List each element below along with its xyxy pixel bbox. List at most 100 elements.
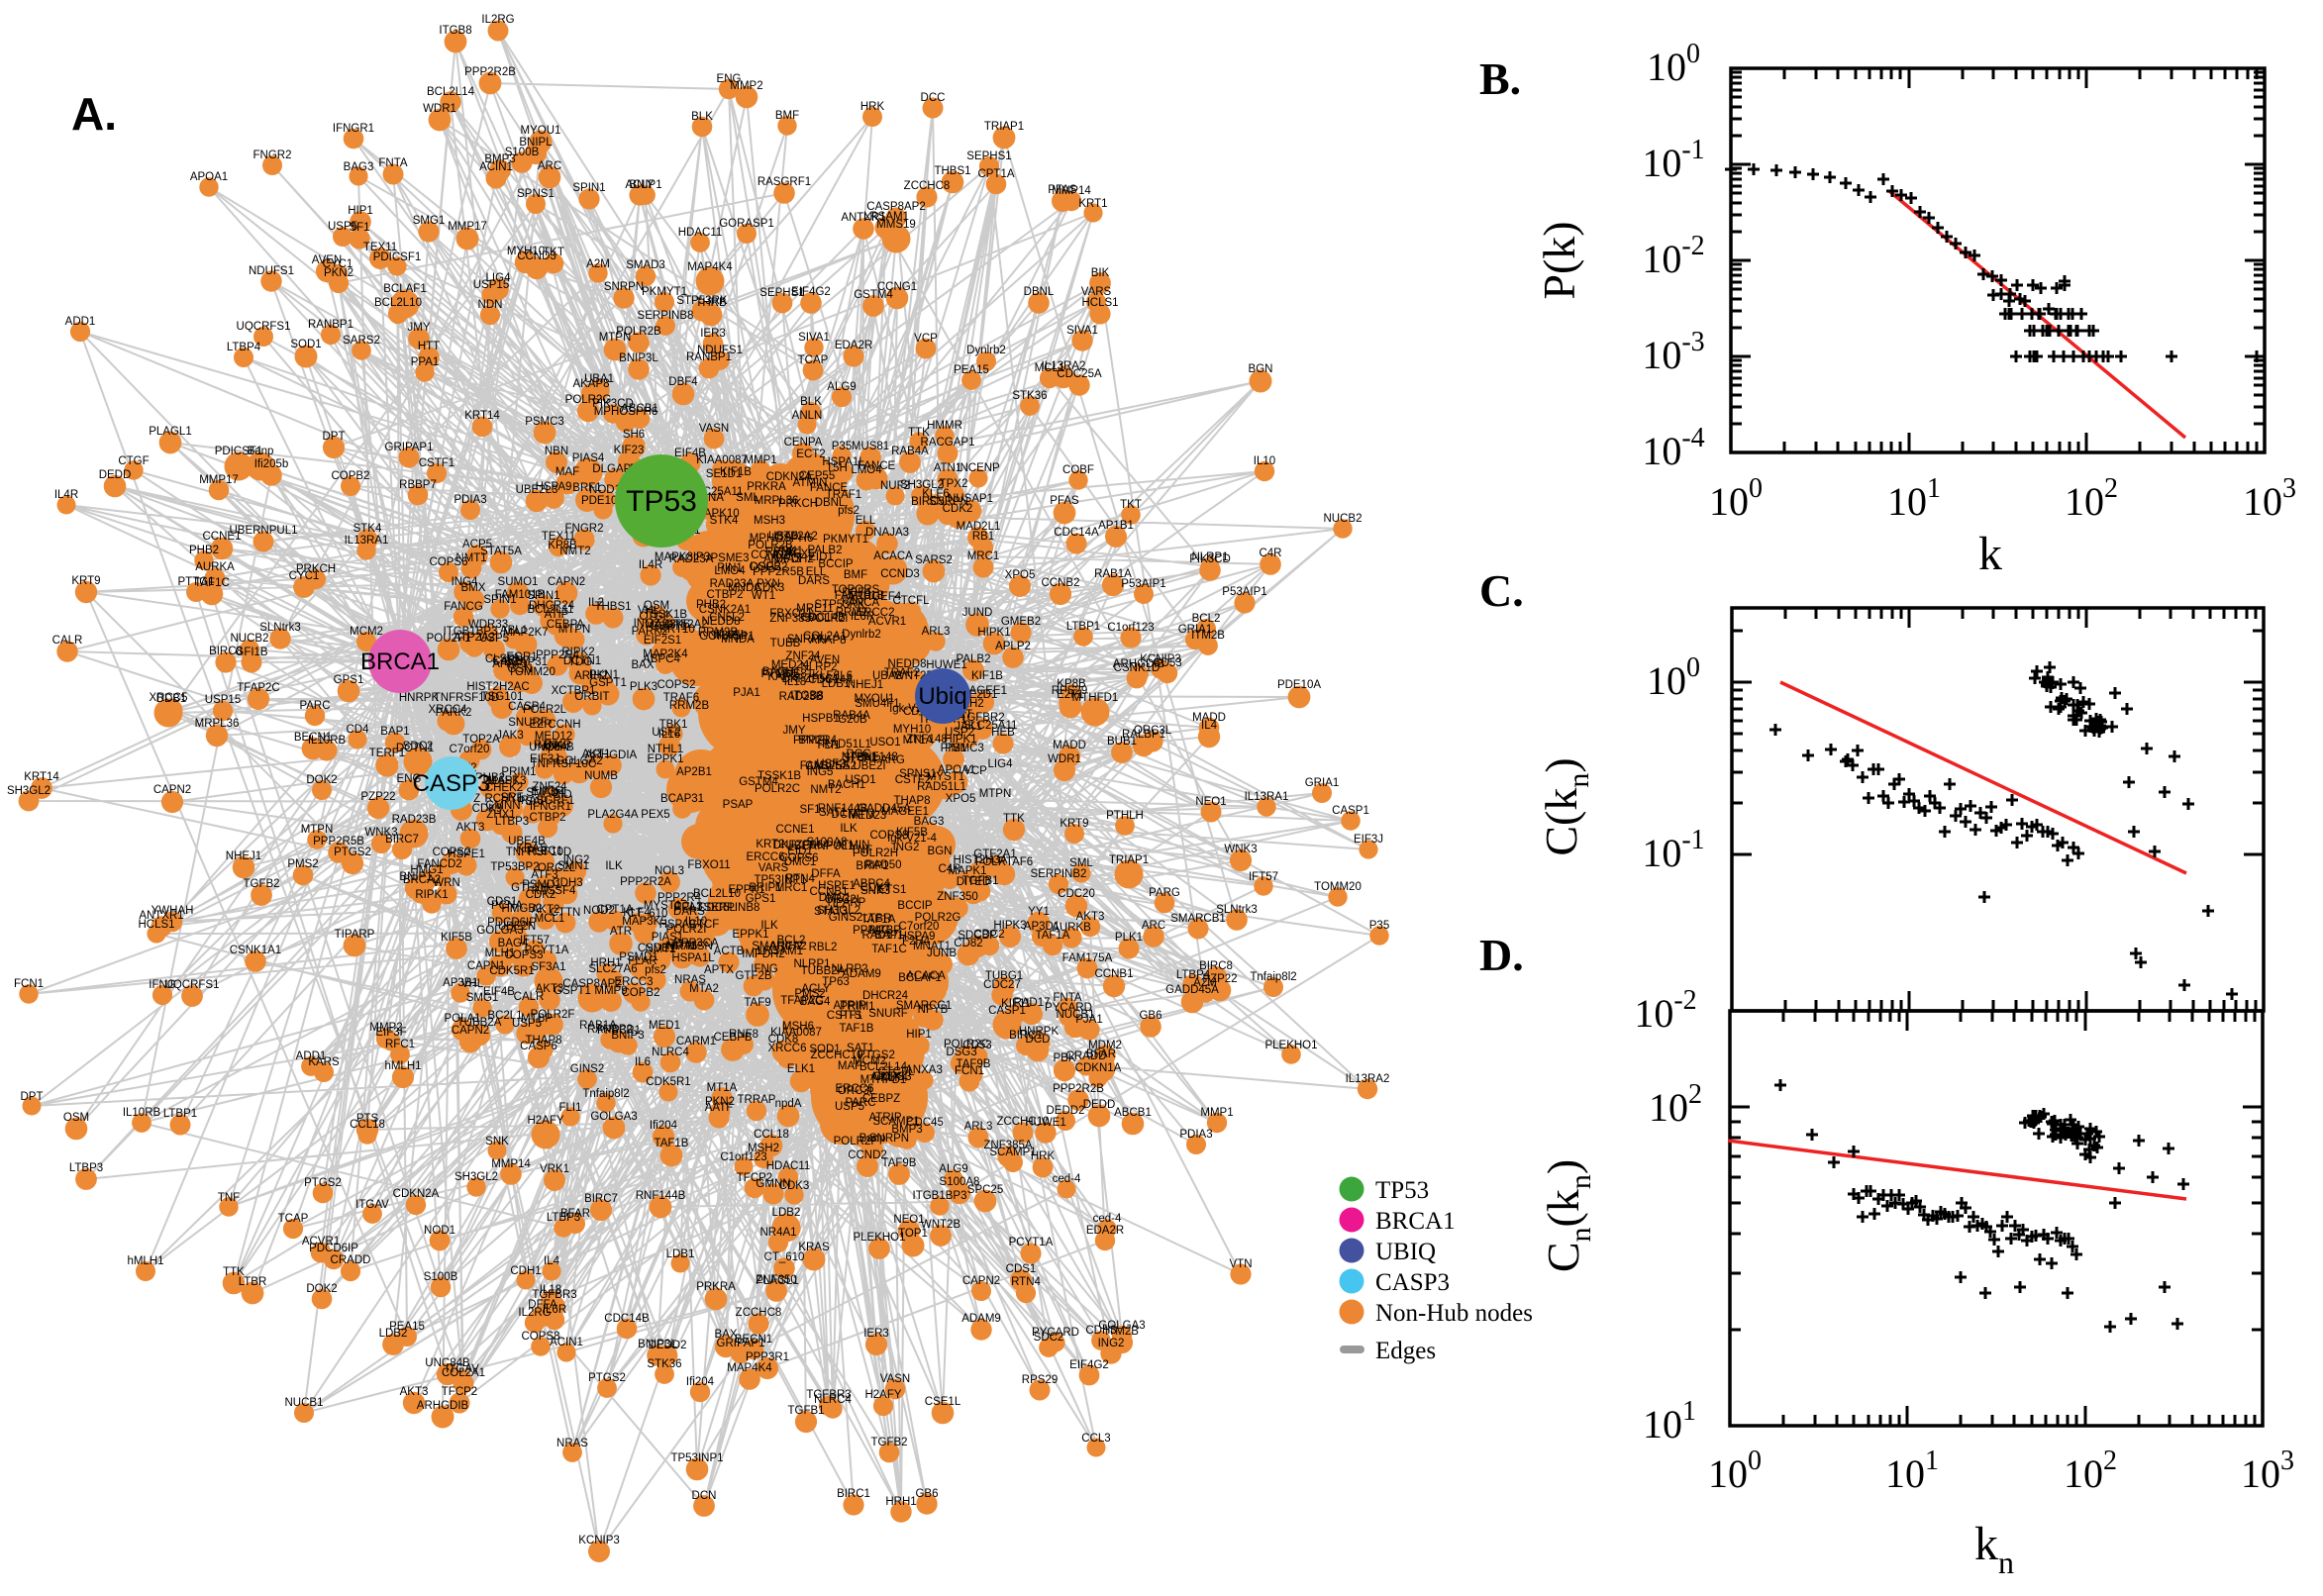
svg-text:DCN: DCN (832, 809, 857, 821)
svg-text:ACACA: ACACA (873, 550, 913, 562)
svg-text:IL18: IL18 (540, 1284, 561, 1296)
svg-text:DITED: DITED (957, 876, 991, 888)
svg-text:MAD2L1: MAD2L1 (957, 521, 1001, 533)
svg-text:GRIPAP1: GRIPAP1 (385, 442, 434, 453)
svg-text:CASP1: CASP1 (1332, 805, 1369, 817)
svg-text:SERPINB2: SERPINB2 (1031, 868, 1087, 880)
svg-text:NMT1: NMT1 (665, 941, 696, 952)
svg-text:E2F1: E2F1 (1057, 689, 1084, 701)
svg-text:RAB4A: RAB4A (833, 710, 870, 722)
svg-text:USP5: USP5 (479, 633, 509, 645)
svg-text:HMGB2: HMGB2 (502, 903, 543, 915)
svg-text:DBNL: DBNL (1024, 286, 1055, 298)
svg-text:HIST2H3A: HIST2H3A (954, 854, 1008, 866)
svg-text:FAM175A: FAM175A (1062, 952, 1113, 964)
svg-text:NMT2: NMT2 (810, 784, 841, 796)
svg-text:SNRPN: SNRPN (929, 496, 968, 508)
svg-text:ced-4: ced-4 (1093, 1213, 1122, 1225)
svg-text:DFFA: DFFA (811, 868, 841, 880)
svg-text:ATRIP: ATRIP (833, 1000, 865, 1012)
svg-text:AATF: AATF (705, 1102, 734, 1114)
svg-text:NEO1: NEO1 (893, 1214, 924, 1226)
svg-text:FNTA: FNTA (1053, 992, 1082, 1004)
svg-text:BIRC8: BIRC8 (209, 646, 243, 657)
svg-text:RIPK1: RIPK1 (415, 889, 448, 901)
svg-text:A.: A. (71, 88, 117, 140)
svg-text:NUCB1: NUCB1 (285, 1397, 324, 1409)
svg-text:SNK3: SNK3 (860, 885, 890, 897)
svg-text:SARS2: SARS2 (915, 554, 953, 566)
svg-text:PPA1: PPA1 (674, 902, 703, 914)
svg-text:DARS: DARS (673, 906, 705, 918)
svg-text:ATM: ATM (852, 809, 874, 821)
svg-text:ACLY: ACLY (801, 983, 831, 995)
svg-text:RANBP1: RANBP1 (686, 351, 732, 363)
svg-text:NLRP2: NLRP2 (800, 661, 837, 673)
svg-text:PKN2: PKN2 (705, 1096, 735, 1108)
svg-text:GB6: GB6 (915, 1488, 938, 1500)
svg-text:WRN: WRN (433, 877, 459, 889)
svg-text:P53AIP1: P53AIP1 (1222, 586, 1266, 598)
svg-text:PEX5: PEX5 (641, 809, 669, 821)
svg-text:RANBP1: RANBP1 (308, 319, 354, 331)
svg-text:GORASP1: GORASP1 (699, 631, 755, 643)
svg-text:EPPK1: EPPK1 (732, 929, 768, 941)
svg-text:CSNK1A1: CSNK1A1 (230, 945, 281, 956)
svg-text:CCNE1: CCNE1 (776, 824, 815, 836)
svg-text:BC2L1: BC2L1 (487, 1010, 522, 1022)
svg-text:SLNtrk3: SLNtrk3 (259, 622, 301, 634)
svg-text:BRCA2: BRCA2 (403, 874, 441, 886)
svg-text:PCNA: PCNA (491, 900, 523, 912)
svg-text:WDR1: WDR1 (1048, 753, 1081, 765)
svg-text:HIP1: HIP1 (348, 205, 373, 217)
svg-text:KIF23: KIF23 (614, 445, 645, 456)
svg-text:MNAT1: MNAT1 (913, 941, 951, 952)
svg-text:SMG1: SMG1 (413, 215, 446, 227)
svg-text:SARS2: SARS2 (343, 335, 380, 347)
svg-text:PTTG1: PTTG1 (177, 576, 214, 588)
svg-text:PRKRA: PRKRA (696, 1281, 736, 1293)
svg-text:FLAR: FLAR (628, 955, 656, 967)
svg-text:Tnfaip8l2: Tnfaip8l2 (1250, 971, 1296, 983)
svg-text:TUBG1: TUBG1 (985, 970, 1023, 982)
svg-text:CEBPB: CEBPB (714, 1032, 753, 1044)
svg-text:HDAC11: HDAC11 (678, 227, 723, 239)
svg-text:B.: B. (1479, 53, 1521, 104)
svg-text:TRIAP1: TRIAP1 (1109, 854, 1149, 866)
svg-text:ACLY: ACLY (625, 179, 655, 191)
svg-text:PEX5: PEX5 (785, 549, 814, 560)
svg-text:TAF9B: TAF9B (882, 1157, 917, 1169)
svg-text:THBS1: THBS1 (594, 601, 631, 613)
svg-text:CAPN2: CAPN2 (452, 1025, 489, 1037)
svg-text:TPX2: TPX2 (940, 478, 968, 490)
svg-text:LTBP1: LTBP1 (1066, 621, 1100, 633)
svg-text:KP8B: KP8B (548, 540, 577, 551)
svg-text:DCTN1: DCTN1 (396, 743, 434, 754)
svg-text:BIRC8: BIRC8 (1199, 960, 1233, 972)
svg-text:TTK: TTK (223, 1266, 245, 1278)
svg-text:EIF3F: EIF3F (531, 786, 561, 798)
svg-text:FLI1: FLI1 (558, 1102, 581, 1114)
svg-text:ITGB8: ITGB8 (790, 690, 823, 702)
svg-text:FNGR2: FNGR2 (253, 150, 292, 161)
svg-text:IER3: IER3 (700, 328, 726, 340)
svg-text:BNIP1: BNIP1 (629, 179, 661, 191)
svg-text:CRADD: CRADD (331, 1254, 371, 1266)
svg-text:pfs2: pfs2 (645, 964, 666, 976)
svg-text:DCC: DCC (921, 92, 946, 104)
svg-text:PIAS4: PIAS4 (572, 452, 605, 464)
svg-text:EIF3J: EIF3J (1354, 834, 1383, 846)
svg-text:PZP22: PZP22 (360, 791, 395, 803)
svg-text:IL6: IL6 (635, 1056, 651, 1068)
svg-text:STP53RK: STP53RK (814, 599, 864, 611)
svg-text:NLRC4: NLRC4 (652, 1047, 689, 1058)
svg-text:PKN2: PKN2 (324, 267, 354, 279)
svg-text:WDR1: WDR1 (423, 103, 456, 115)
svg-text:PPP2R2B: PPP2R2B (464, 66, 516, 78)
svg-text:RAD23A: RAD23A (669, 553, 714, 565)
svg-text:ING2: ING2 (563, 854, 590, 866)
svg-text:NDN: NDN (478, 299, 503, 311)
svg-text:EIF3F: EIF3F (375, 1027, 406, 1039)
svg-text:SPIN1: SPIN1 (483, 594, 516, 606)
svg-text:ENG: ENG (397, 773, 422, 785)
